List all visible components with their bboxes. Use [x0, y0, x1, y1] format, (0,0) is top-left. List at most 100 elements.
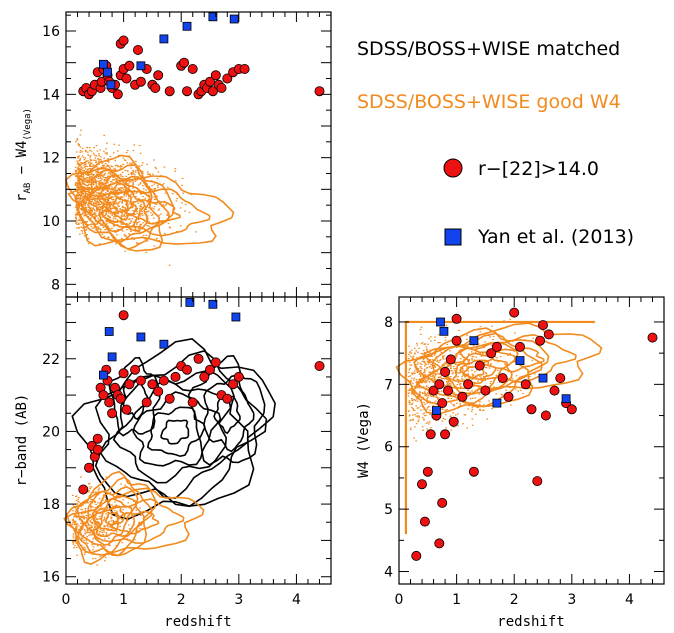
density-dot	[96, 545, 99, 547]
density-dot	[114, 215, 117, 217]
density-dot	[84, 226, 86, 229]
density-dot	[81, 180, 83, 182]
density-dot	[409, 355, 412, 357]
density-dot	[106, 517, 109, 519]
density-dot	[447, 384, 449, 386]
density-dot	[101, 164, 104, 167]
density-dot	[408, 375, 410, 378]
density-dot	[108, 187, 110, 189]
density-dot	[163, 187, 165, 189]
density-dot	[471, 397, 474, 399]
red-circle-point	[463, 379, 474, 390]
density-dot	[129, 203, 131, 205]
density-dot	[484, 346, 486, 348]
density-dot	[132, 176, 134, 178]
density-dot	[90, 196, 93, 198]
density-dot	[102, 226, 104, 228]
density-dot	[90, 201, 92, 203]
density-dot	[119, 167, 122, 169]
density-dot	[150, 212, 152, 214]
density-dot	[83, 518, 85, 520]
density-dot	[477, 382, 479, 384]
density-dot	[127, 177, 129, 179]
density-dot	[120, 229, 123, 231]
density-dot	[433, 372, 435, 374]
density-dot	[119, 517, 122, 519]
density-dot	[120, 198, 122, 201]
density-dot	[140, 524, 142, 526]
density-dot	[427, 378, 429, 380]
density-dot	[111, 166, 114, 168]
density-dot	[420, 375, 422, 377]
density-dot	[89, 528, 91, 530]
density-dot	[100, 195, 103, 197]
density-dot	[95, 161, 97, 164]
density-dot	[414, 365, 417, 367]
density-dot	[110, 516, 112, 518]
density-dot	[96, 506, 98, 508]
density-dot	[176, 230, 178, 233]
density-dot	[80, 544, 83, 547]
density-dot	[104, 193, 106, 195]
density-dot	[418, 381, 420, 383]
density-dot	[124, 207, 126, 209]
density-dot	[450, 395, 452, 397]
density-dot	[80, 179, 82, 181]
density-dot	[120, 196, 122, 198]
density-dot	[418, 417, 421, 419]
density-dot	[97, 206, 99, 208]
density-dot	[78, 218, 81, 220]
density-dot	[95, 187, 98, 190]
density-dot	[79, 194, 81, 196]
density-dot	[138, 209, 141, 211]
density-dot	[517, 390, 520, 392]
density-dot	[105, 214, 107, 216]
density-contour	[84, 492, 138, 546]
density-dot	[86, 177, 89, 179]
density-dot	[437, 372, 439, 374]
density-dot	[103, 538, 106, 540]
density-dot	[100, 206, 103, 208]
density-dot	[75, 205, 77, 207]
density-dot	[104, 500, 107, 502]
density-dot	[416, 387, 418, 389]
red-circle-point	[445, 354, 456, 365]
density-dot	[153, 208, 155, 210]
density-dot	[109, 201, 111, 203]
density-dot	[453, 405, 456, 407]
density-dot	[491, 408, 493, 410]
density-dot	[106, 237, 108, 240]
density-dot	[112, 539, 114, 541]
y-tick-label: 6	[384, 440, 393, 456]
x-tick-label: 0	[395, 592, 404, 608]
density-dot	[444, 377, 447, 380]
density-dot	[121, 514, 123, 516]
density-dot	[483, 347, 485, 349]
density-dot	[102, 175, 104, 178]
density-dot	[93, 188, 96, 190]
density-dot	[113, 193, 115, 195]
density-dot	[79, 199, 82, 201]
density-dot	[95, 531, 98, 533]
density-dot	[126, 538, 129, 540]
panel-frame	[65, 11, 332, 298]
density-dot	[421, 360, 424, 362]
density-dot	[454, 395, 457, 397]
density-dot	[109, 216, 111, 218]
density-dot	[125, 189, 127, 191]
density-dot	[102, 193, 104, 195]
density-dot	[97, 214, 100, 216]
density-dot	[466, 334, 468, 336]
density-dot	[116, 529, 118, 531]
density-dot	[458, 352, 460, 354]
density-dot	[453, 368, 455, 370]
density-dot	[425, 346, 428, 348]
density-dot	[509, 352, 511, 354]
density-dot	[91, 177, 94, 179]
density-dot	[78, 174, 80, 176]
density-dot	[86, 528, 89, 530]
density-dot	[95, 503, 97, 505]
density-dot	[103, 179, 106, 181]
density-dot	[153, 202, 155, 204]
density-dot	[433, 377, 436, 379]
